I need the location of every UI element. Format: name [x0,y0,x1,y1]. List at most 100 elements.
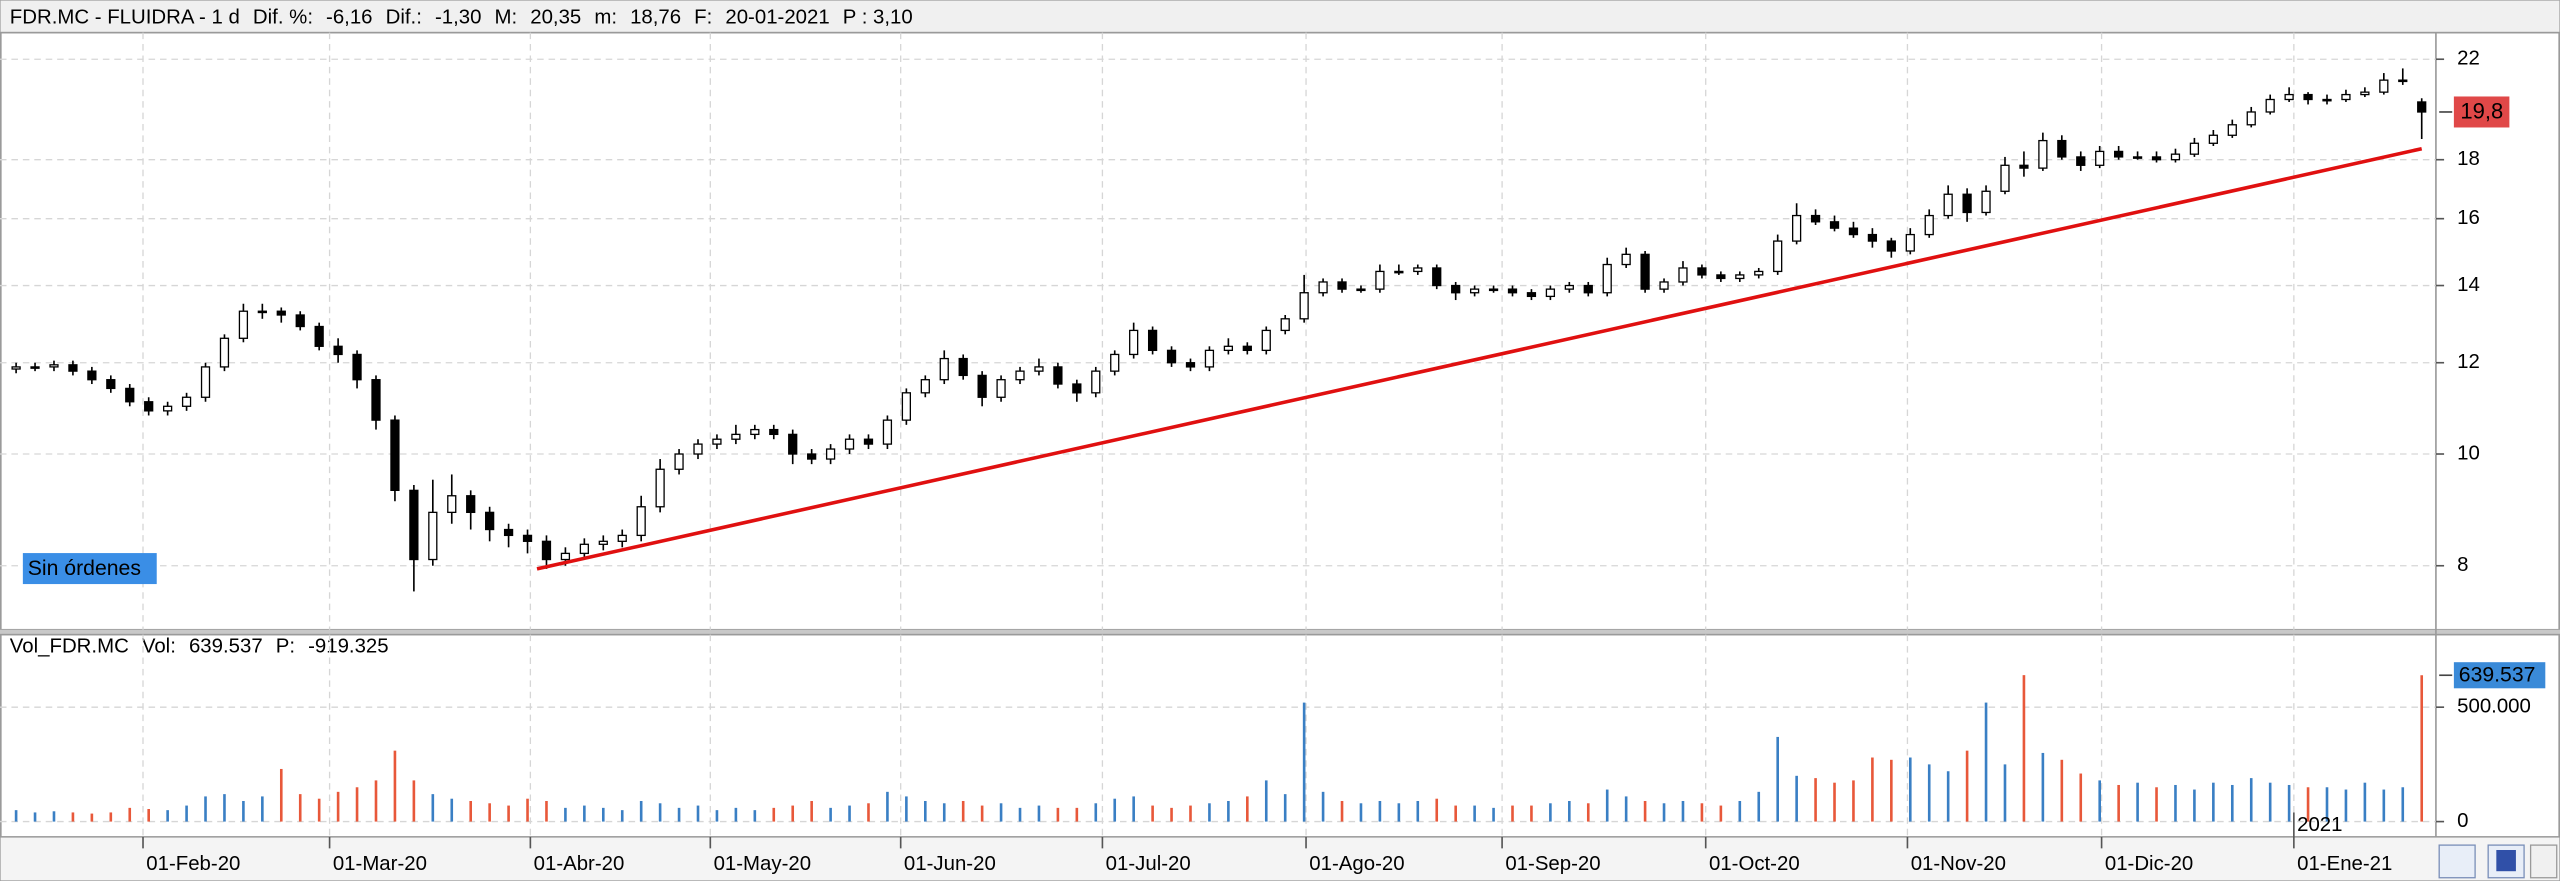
header-item: Dif.: [386,6,422,28]
candle-body [1299,292,1309,320]
volume-bar [924,800,927,822]
candle-body [693,443,703,455]
volume-bar [1605,789,1609,822]
volume-bar [1378,800,1382,822]
candle-body [1110,353,1120,372]
candle-body [352,353,362,381]
volume-bar [1208,803,1211,822]
volume-bar [1094,803,1098,822]
candle-body [1034,366,1044,372]
volume-bar [147,809,150,822]
volume-bar [734,807,738,822]
candle-body [1375,270,1385,290]
candle-body [1280,318,1290,332]
candle-body [2360,91,2370,96]
candle-body [2341,93,2351,101]
volume-bar [2003,764,2007,822]
candle-body [1962,193,1972,214]
volume-bar [1946,771,1950,822]
candle-body [788,433,798,455]
candle-body [1697,267,1707,276]
volume-bar [52,811,56,822]
volume-bar [317,798,321,822]
header-item: P: [276,635,295,657]
volume-bar [2401,787,2405,822]
candle-body [2303,93,2313,101]
volume-bar [905,796,908,822]
volume-bar [431,794,435,822]
header-item: 639.537 [189,635,263,657]
panel-separator[interactable] [0,629,2560,635]
volume-bar [1359,803,1363,822]
volume-bar [677,807,681,822]
candle-body [1640,253,1650,290]
volume-bar [2060,759,2064,822]
volume-bar [1170,807,1173,822]
volume-bar [1719,805,1723,822]
year-label: 2021 [2297,814,2342,836]
y-tick-label: 18 [2457,148,2480,170]
candle-body [1147,329,1158,352]
volume-bar [393,750,397,822]
x-tick-label: 01-Dic-20 [2105,853,2193,875]
volume-bar [2287,784,2291,822]
x-tick-label: 01-Ene-21 [2297,853,2392,875]
volume-bar [1927,764,1931,822]
candle-body [731,433,741,440]
pin-button[interactable] [2529,844,2558,879]
volume-bar [601,807,605,822]
volume-tick-label: 500.000 [2457,696,2531,718]
candle-body [1337,281,1347,290]
last-price-label: 19,8 [2460,99,2503,124]
volume-bar [2193,789,2196,822]
volume-bar [1246,796,1249,822]
candle-body [1621,253,1631,266]
volume-bar [1416,800,1420,822]
candle-body [1015,370,1025,381]
volume-bar [242,800,245,822]
candle-body [2132,156,2143,159]
candle-body [579,543,589,555]
y-tick-label: 22 [2457,48,2480,70]
marks [11,68,2427,822]
volume-bar [1852,780,1855,822]
x-tick-label: 01-Nov-20 [1911,853,2006,875]
volume-bar [772,807,776,822]
candle-body [769,428,779,436]
last-price-tag [2453,96,2510,128]
candle-body [2151,156,2162,161]
volume-bar [374,780,378,822]
volume-bar [1908,757,1912,822]
candle-body [1545,288,1556,298]
volume-bar [1833,782,1836,822]
save-icon [2496,850,2516,872]
candle-body [1583,284,1593,294]
candle-body [2227,124,2237,136]
volume-bar [810,800,813,822]
candle-body [2284,93,2294,101]
volume-bar [1075,807,1079,822]
header-item: -1,30 [435,6,482,28]
candle-body [181,396,192,407]
volume-bar [1568,800,1571,822]
candle-body [807,453,817,460]
volume-bar [564,807,567,822]
volume-bar [2230,784,2234,822]
volume-tick-label: 0 [2457,810,2468,832]
candle-body [1261,329,1271,352]
candle-body [333,345,343,356]
volume-bar [450,798,454,822]
orders-badge[interactable] [22,553,157,585]
volume-bar [1871,757,1874,822]
volume-bar [1397,803,1401,822]
candle-body [485,511,495,531]
autoscale-button[interactable] [2438,844,2476,879]
candle-body [1848,227,1859,236]
candle-body [1735,274,1745,280]
candle-body [1829,221,1840,229]
volume-bar [166,810,169,822]
candle-body [996,379,1006,398]
x-tick-label: 01-Jun-20 [904,853,996,875]
volume-bar [526,798,529,822]
